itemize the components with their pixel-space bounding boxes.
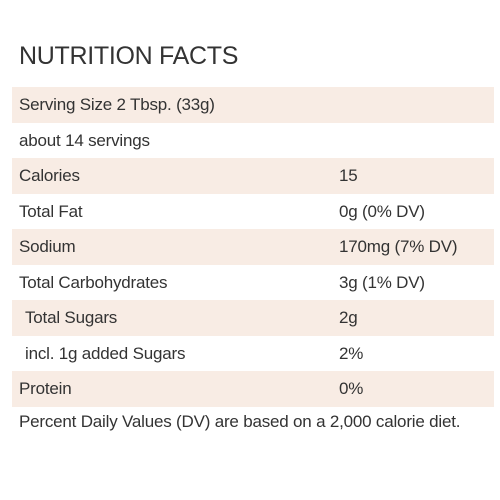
nutrient-row-total-fat: Total Fat 0g (0% DV) — [12, 194, 494, 230]
nutrient-row-sodium: Sodium 170mg (7% DV) — [12, 229, 494, 265]
nutrition-table: Serving Size 2 Tbsp. (33g) about 14 serv… — [12, 87, 494, 407]
nutrition-facts-panel: NUTRITION FACTS Serving Size 2 Tbsp. (33… — [12, 0, 494, 500]
nutrient-value: 0% — [339, 379, 364, 398]
nutrient-label: Total Fat — [19, 201, 83, 221]
servings-label: about 14 servings — [19, 130, 150, 150]
nutrient-value: 0g (0% DV) — [339, 201, 425, 221]
nutrient-value: 3g (1% DV) — [339, 272, 425, 292]
nutrient-label: Protein — [19, 379, 72, 398]
servings-row: about 14 servings — [12, 123, 494, 159]
serving-size-label: Serving Size 2 Tbsp. (33g) — [19, 95, 215, 114]
nutrient-label: Sodium — [19, 237, 76, 256]
nutrient-label: Total Carbohydrates — [19, 272, 168, 292]
nutrient-row-total-carbohydrates: Total Carbohydrates 3g (1% DV) — [12, 265, 494, 301]
nutrient-label: Calories — [19, 166, 80, 185]
nutrient-row-calories: Calories 15 — [12, 158, 494, 194]
nutrient-row-added-sugars: incl. 1g added Sugars 2% — [12, 336, 494, 372]
daily-value-footnote: Percent Daily Values (DV) are based on a… — [19, 412, 461, 431]
nutrient-row-protein: Protein 0% — [12, 371, 494, 407]
nutrient-value: 2g — [339, 308, 358, 327]
nutrient-value: 15 — [339, 166, 358, 185]
nutrition-facts-title: NUTRITION FACTS — [19, 42, 239, 70]
nutrient-label: incl. 1g added Sugars — [25, 343, 186, 363]
serving-size-row: Serving Size 2 Tbsp. (33g) — [12, 87, 494, 123]
nutrient-label: Total Sugars — [25, 308, 118, 327]
nutrient-row-total-sugars: Total Sugars 2g — [12, 300, 494, 336]
nutrient-value: 2% — [339, 343, 364, 363]
nutrient-value: 170mg (7% DV) — [339, 237, 458, 256]
